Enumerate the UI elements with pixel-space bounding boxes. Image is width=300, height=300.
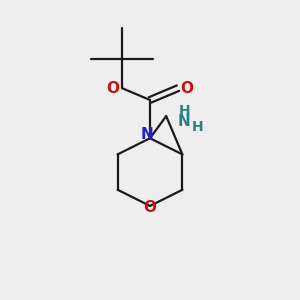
Text: N: N [141,127,153,142]
Text: H: H [178,104,190,118]
Text: O: O [180,81,193,96]
Text: O: O [143,200,157,215]
Text: N: N [178,114,191,129]
Text: H: H [192,120,204,134]
Text: O: O [106,81,119,96]
